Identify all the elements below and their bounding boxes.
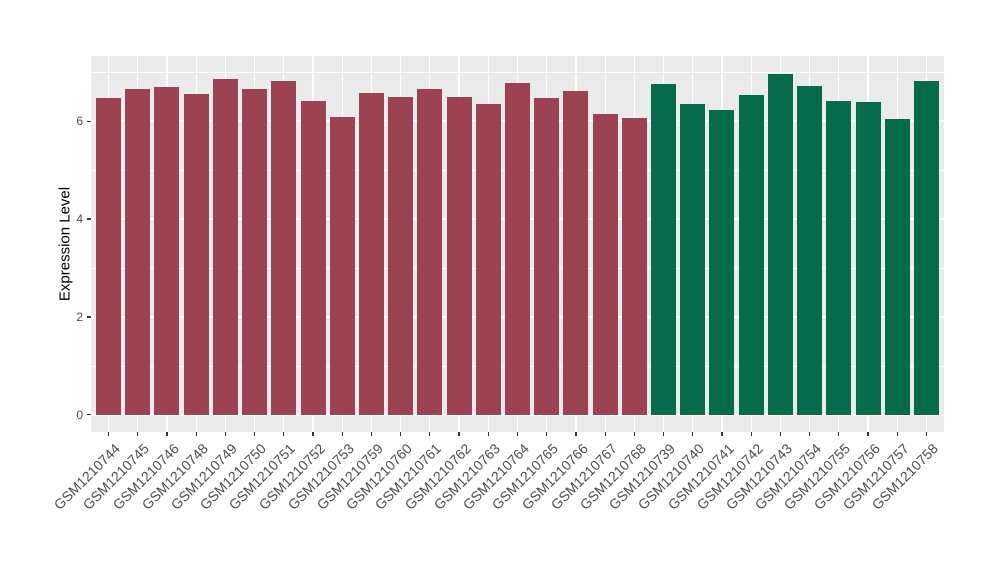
x-tick-mark bbox=[896, 432, 898, 436]
x-tick-mark bbox=[370, 432, 373, 436]
x-tick-mark bbox=[750, 432, 752, 436]
bar-GSM1210767 bbox=[592, 114, 618, 415]
bar-GSM1210752 bbox=[300, 101, 326, 415]
x-tick-mark bbox=[400, 432, 402, 436]
x-tick-mark bbox=[107, 432, 110, 436]
bar-GSM1210750 bbox=[242, 88, 268, 415]
x-tick-mark bbox=[662, 432, 665, 436]
x-tick-mark bbox=[692, 432, 694, 436]
bar-GSM1210762 bbox=[446, 96, 472, 415]
bar-GSM1210763 bbox=[475, 104, 501, 415]
bar-GSM1210754 bbox=[797, 86, 823, 415]
x-tick-mark bbox=[721, 432, 723, 436]
x-tick-mark bbox=[838, 432, 840, 436]
bar-GSM1210759 bbox=[358, 92, 384, 415]
x-tick-mark bbox=[575, 432, 577, 436]
bar-GSM1210745 bbox=[125, 88, 151, 415]
x-tick-mark bbox=[867, 432, 869, 436]
x-tick-mark bbox=[604, 432, 606, 436]
x-tick-mark bbox=[487, 432, 489, 436]
bar-GSM1210756 bbox=[855, 102, 881, 415]
x-tick-mark bbox=[516, 432, 519, 436]
x-tick-mark bbox=[458, 432, 460, 436]
bar-GSM1210768 bbox=[621, 118, 647, 415]
bar-GSM1210746 bbox=[154, 87, 180, 415]
y-tick-mark bbox=[87, 316, 91, 318]
bar-GSM1210741 bbox=[709, 109, 735, 415]
bar-GSM1210751 bbox=[271, 80, 297, 415]
bar-GSM1210766 bbox=[563, 91, 589, 415]
x-tick-mark bbox=[809, 432, 811, 436]
x-tick-mark bbox=[546, 432, 548, 436]
bar-GSM1210765 bbox=[534, 98, 560, 415]
x-tick-mark bbox=[779, 432, 781, 436]
bar-GSM1210757 bbox=[884, 119, 910, 415]
bar-GSM1210743 bbox=[767, 74, 793, 415]
bar-GSM1210749 bbox=[212, 78, 238, 415]
x-tick-mark bbox=[925, 432, 928, 436]
y-tick-label: 2 bbox=[76, 309, 83, 324]
bar-GSM1210758 bbox=[913, 81, 939, 415]
x-tick-mark bbox=[429, 432, 431, 436]
bar-GSM1210755 bbox=[826, 100, 852, 415]
y-tick-label: 4 bbox=[76, 212, 83, 227]
y-tick-mark bbox=[87, 120, 91, 122]
y-axis-title: Expression Level bbox=[56, 186, 74, 302]
x-tick-mark bbox=[224, 432, 226, 436]
bar-GSM1210744 bbox=[96, 97, 122, 415]
x-tick-mark bbox=[166, 432, 168, 436]
y-tick-label: 6 bbox=[76, 114, 83, 129]
bar-GSM1210742 bbox=[738, 95, 764, 415]
bar-GSM1210760 bbox=[388, 96, 414, 415]
bar-GSM1210739 bbox=[651, 83, 677, 415]
x-tick-mark bbox=[195, 432, 197, 436]
x-tick-mark bbox=[283, 432, 285, 436]
y-tick-label: 0 bbox=[76, 407, 83, 422]
x-tick-mark bbox=[633, 432, 635, 436]
bar-GSM1210753 bbox=[329, 117, 355, 415]
y-tick-mark bbox=[87, 414, 91, 416]
plot-panel bbox=[91, 56, 944, 432]
bar-GSM1210761 bbox=[417, 89, 443, 415]
bar-GSM1210764 bbox=[505, 83, 530, 415]
bar-GSM1210740 bbox=[680, 104, 706, 415]
y-tick-mark bbox=[87, 218, 91, 220]
x-tick-mark bbox=[312, 432, 314, 436]
bar-GSM1210748 bbox=[183, 94, 209, 415]
x-tick-mark bbox=[137, 432, 139, 436]
x-tick-mark bbox=[341, 432, 343, 436]
x-tick-mark bbox=[253, 432, 256, 436]
